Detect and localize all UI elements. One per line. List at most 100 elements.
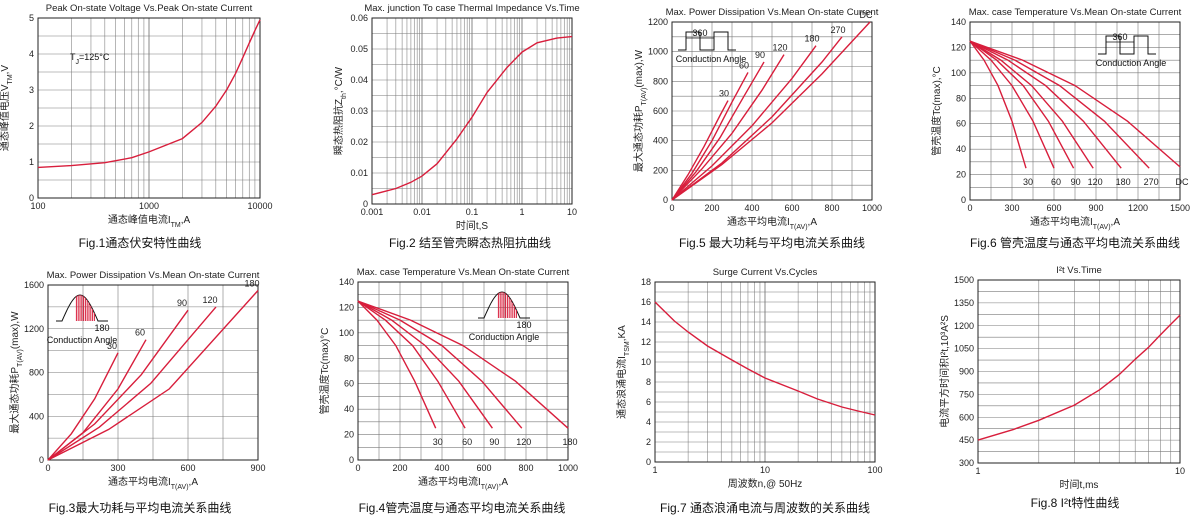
x-tick-label: 300 [1004, 203, 1019, 213]
fig4-grid [358, 282, 568, 460]
y-tick-label: 140 [951, 17, 966, 27]
y-tick-label: 0 [29, 193, 34, 203]
fig3-title: Max. Power Dissipation Vs.Mean On-state … [47, 270, 260, 281]
x-tick-label: 100 [30, 201, 45, 211]
y-tick-label: 6 [646, 397, 651, 407]
series-line-120 [357, 300, 523, 429]
y-tick-label: 12 [641, 337, 651, 347]
y-tick-label: 1600 [24, 280, 44, 290]
series-label: 30 [433, 437, 443, 447]
y-tick-label: 400 [653, 136, 668, 146]
y-tick-label: 80 [344, 353, 354, 363]
series-label: 90 [1071, 177, 1081, 187]
fig2-title: Max. junction To case Thermal Impedance … [364, 3, 579, 14]
fig1-xlabel: 通态峰值电流ITM,A [108, 213, 191, 229]
series-label: 30 [107, 341, 117, 351]
fig5-caption: Fig.5 最大功耗与平均电流关系曲线 [679, 236, 865, 250]
x-tick-label: 800 [824, 203, 839, 213]
x-tick-label: 1 [975, 466, 980, 476]
y-tick-label: 16 [641, 297, 651, 307]
series-label: 90 [755, 50, 765, 60]
fig8-chart: 1 10 300 450 600 750 900 1050 1200 1350 1500 I²t Vs… [938, 265, 1185, 510]
y-tick-label: 14 [641, 317, 651, 327]
fig5-curves [671, 21, 871, 201]
x-tick-label: 400 [434, 463, 449, 473]
x-tick-label: 200 [392, 463, 407, 473]
y-tick-label: 100 [339, 328, 354, 338]
series-line-180 [47, 290, 259, 461]
series-line-180 [671, 45, 817, 201]
series-line-0 [977, 314, 1181, 441]
fig1-curves [37, 19, 261, 169]
y-tick-label: 1 [29, 157, 34, 167]
x-tick-label: 1000 [862, 203, 882, 213]
fig5-chart: 0 200 400 600 800 1000 0 200 400 600 800 1000 1200Ma… [632, 7, 882, 250]
x-tick-label: 200 [704, 203, 719, 213]
series-label: 180 [562, 437, 577, 447]
y-tick-label: 0 [646, 457, 651, 467]
y-tick-label: 0 [961, 195, 966, 205]
series-label: 120 [772, 43, 787, 53]
series-line-60 [969, 40, 1055, 169]
fig8-frame [977, 279, 1181, 464]
fig7-xlabel: 周波数n,@ 50Hz [728, 477, 803, 490]
x-tick-label: 1200 [1128, 203, 1148, 213]
y-tick-label: 800 [653, 76, 668, 86]
fig4-title: Max. case Temperature Vs.Mean On-state C… [357, 267, 570, 278]
fig5-conduction-inset: 360 Conduction Angle [676, 28, 747, 64]
series-label: 90 [177, 298, 187, 308]
fig6-xlabel: 通态平均电流IT(AV),A [1030, 215, 1120, 231]
y-tick-label: 4 [646, 417, 651, 427]
series-line-30 [47, 352, 119, 461]
series-label: 60 [462, 437, 472, 447]
fig8-caption: Fig.8 I²t特性曲线 [1031, 495, 1120, 510]
x-tick-label: 1500 [1170, 203, 1190, 213]
fig2-caption: Fig.2 结至管壳瞬态热阻抗曲线 [389, 235, 551, 250]
x-tick-label: 0.001 [361, 207, 384, 217]
fig5-title: Max. Power Dissipation Vs.Mean On-state … [666, 7, 879, 18]
conduction-angle-label: Conduction Angle [47, 335, 118, 345]
series-line-270 [671, 36, 843, 201]
fig7-caption: Fig.7 通态浪涌电流与周波数的关系曲线 [660, 500, 870, 515]
y-tick-label: 600 [959, 412, 974, 422]
fig7-title: Surge Current Vs.Cycles [713, 267, 818, 278]
series-label: 180 [1116, 177, 1131, 187]
y-tick-label: 0.06 [350, 13, 368, 23]
y-tick-label: 0 [663, 195, 668, 205]
y-tick-label: 5 [29, 13, 34, 23]
pulse-waveform-icon [1098, 35, 1156, 55]
series-line-90 [969, 40, 1075, 169]
y-tick-label: 2 [646, 437, 651, 447]
series-line-120 [47, 306, 217, 461]
x-tick-label: 0.01 [413, 207, 431, 217]
fig4-chart: 0 200 400 600 800 1000 0 20 40 60 80 100 120 140Max. … [318, 267, 578, 515]
series-line-30 [969, 40, 1027, 169]
series-line-DC [969, 40, 1181, 168]
fig8-xlabel: 时间t,ms [1060, 478, 1099, 491]
y-tick-label: 1500 [954, 275, 974, 285]
series-label: 30 [1023, 177, 1033, 187]
fig6-caption: Fig.6 管壳温度与通态平均电流关系曲线 [970, 235, 1180, 250]
y-tick-label: 1000 [648, 47, 668, 57]
x-tick-label: 10 [567, 207, 577, 217]
fig7-curves [654, 301, 876, 416]
fig1-chart: 100 1000 10000 0 1 2 3 4 5 Peak On-state Voltage … [0, 3, 273, 250]
series-label: 120 [202, 295, 217, 305]
y-tick-label: 1200 [648, 17, 668, 27]
x-tick-label: 10 [1175, 466, 1185, 476]
x-tick-label: 600 [1046, 203, 1061, 213]
y-tick-label: 0.01 [350, 168, 368, 178]
x-tick-label: 0 [669, 203, 674, 213]
angle-label: 180 [516, 320, 531, 330]
y-tick-label: 60 [956, 119, 966, 129]
fig6-title: Max. case Temperature Vs.Mean On-state C… [969, 7, 1182, 18]
series-line-30 [671, 100, 729, 201]
fig2-curves [371, 35, 573, 196]
fig5-frame [671, 21, 873, 201]
y-tick-label: 120 [951, 42, 966, 52]
y-tick-label: 60 [344, 379, 354, 389]
series-line-DC [671, 21, 871, 201]
series-line-90 [357, 300, 493, 429]
y-tick-label: 100 [951, 68, 966, 78]
y-tick-label: 1200 [954, 321, 974, 331]
